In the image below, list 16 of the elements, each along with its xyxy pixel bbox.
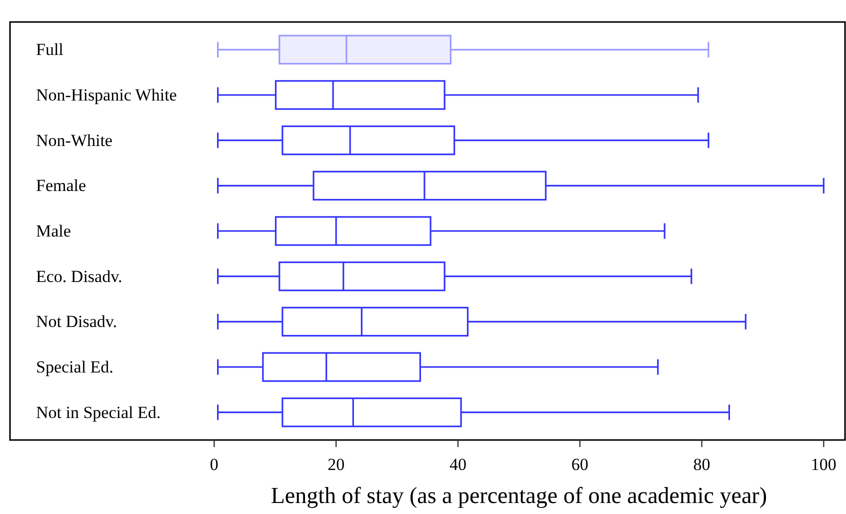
x-tick-label: 20 bbox=[328, 455, 345, 474]
y-tick-label: Eco. Disadv. bbox=[36, 266, 122, 286]
y-tick-label: Not Disadv. bbox=[36, 312, 118, 332]
x-tick-label: 40 bbox=[449, 455, 466, 474]
y-tick-label: Special Ed. bbox=[36, 358, 114, 377]
x-tick-label: 60 bbox=[571, 455, 588, 474]
x-tick-label: 80 bbox=[693, 455, 710, 474]
y-tick-label: Female bbox=[36, 176, 86, 196]
x-axis-title: Length of stay (as a percentage of one academic year) bbox=[270, 483, 767, 508]
x-tick-label: 100 bbox=[810, 455, 836, 474]
y-tick-label: Not in Special Ed. bbox=[36, 402, 161, 422]
x-tick-label: 0 bbox=[210, 455, 218, 474]
y-tick-label: Full bbox=[36, 40, 64, 60]
y-tick-label: Non-White bbox=[36, 130, 112, 150]
y-tick-label: Non-Hispanic White bbox=[36, 85, 177, 104]
y-tick-label: Male bbox=[36, 222, 71, 240]
